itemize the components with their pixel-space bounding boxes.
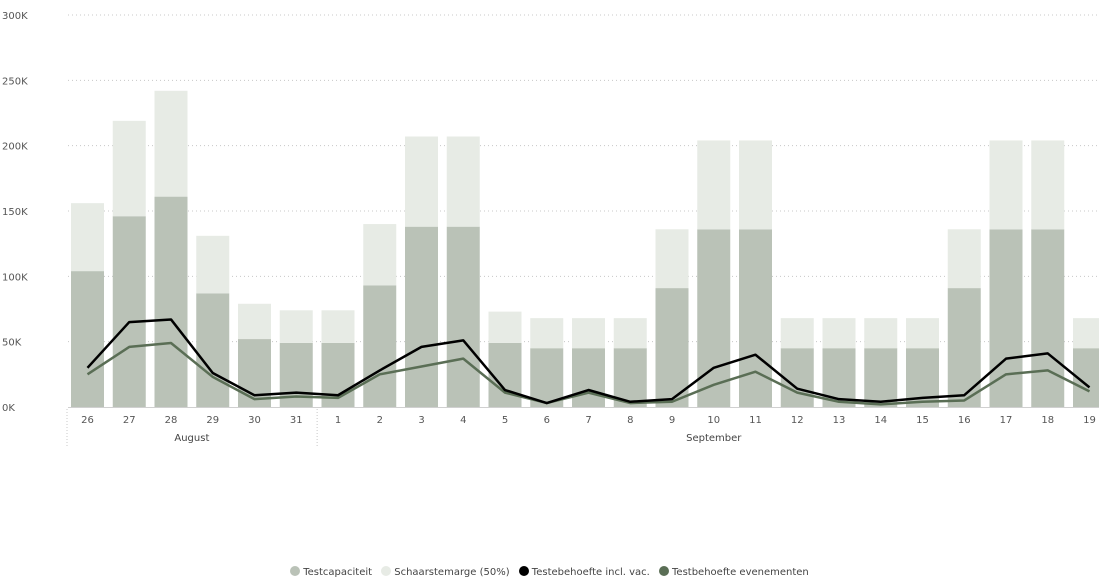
x-tick-label: 14 [874,415,887,426]
legend-label-testcapaciteit: Testcapaciteit [303,567,373,578]
bar-testcapaciteit[interactable] [739,229,772,407]
month-label: September [686,433,742,444]
bar-schaarstemarge[interactable] [446,136,480,227]
legend-label-schaarstemarge: Schaarstemarge (50%) [394,567,510,578]
bar-schaarstemarge[interactable] [71,203,104,272]
bar-testcapaciteit[interactable] [154,196,188,407]
bar-schaarstemarge[interactable] [112,120,146,217]
x-tick-label: 16 [958,415,971,426]
bar-testcapaciteit[interactable] [613,348,647,407]
x-tick-label: 29 [206,415,219,426]
x-tick-label: 31 [290,415,303,426]
x-tick-label: 27 [123,415,136,426]
series-lines [86,318,1091,406]
x-tick-label: 13 [833,415,846,426]
bar-testcapaciteit[interactable] [446,226,480,407]
x-tick-label: 11 [749,415,762,426]
legend-label-testebehoefte: Testebehoefte incl. vac. [531,567,650,578]
line-testebehoefte[interactable] [86,318,1091,405]
bar-schaarstemarge[interactable] [530,318,564,349]
x-tick-label: 6 [544,415,550,426]
x-tick-label: 28 [165,415,178,426]
x-tick-label: 7 [585,415,591,426]
x-tick-label: 26 [81,415,94,426]
x-tick-label: 10 [707,415,720,426]
x-tick-label: 5 [502,415,508,426]
bar-testcapaciteit[interactable] [530,348,564,407]
legend-item-evenementen[interactable]: Testbehoefte evenementen [659,566,809,578]
bar-schaarstemarge[interactable] [405,136,438,227]
y-tick-label: 250K [2,76,28,87]
bar-schaarstemarge[interactable] [1073,318,1099,349]
bar-testcapaciteit[interactable] [405,226,438,407]
bar-schaarstemarge[interactable] [906,318,939,349]
bar-testcapaciteit[interactable] [989,229,1023,407]
bar-schaarstemarge[interactable] [196,235,230,294]
y-tick-label: 300K [2,11,28,22]
bar-schaarstemarge[interactable] [363,224,397,286]
x-tick-label: 9 [669,415,675,426]
x-tick-label: 17 [1000,415,1013,426]
x-axis: 26 27 28 29 30 31 1 2 3 4 5 6 7 8 9 10 11 12 13 14 15 16 17 18 1… [66,407,1099,448]
x-tick-label: 30 [248,415,261,426]
legend-marker-testcapaciteit [290,566,301,576]
y-tick-label: 0K [2,403,15,414]
bar-schaarstemarge[interactable] [154,90,188,197]
bar-testcapaciteit[interactable] [363,285,397,407]
bars [71,90,1099,407]
y-tick-label: 50K [2,338,22,349]
y-tick-label: 200K [2,142,28,153]
bar-schaarstemarge[interactable] [822,318,856,349]
line-evenementen[interactable] [86,341,1091,406]
legend-item-schaarstemarge[interactable]: Schaarstemarge (50%) [381,566,510,578]
bar-schaarstemarge[interactable] [989,140,1023,230]
bar-schaarstemarge[interactable] [488,311,522,343]
x-tick-label: 8 [627,415,633,426]
y-axis: 0K 50K 100K 150K 200K 250K 300K [2,11,28,414]
bar-schaarstemarge[interactable] [572,318,605,349]
bar-schaarstemarge[interactable] [780,318,814,349]
bar-testcapaciteit[interactable] [572,348,605,407]
legend-item-testcapaciteit[interactable]: Testcapaciteit [290,566,372,578]
x-tick-label: 1 [335,415,341,426]
bar-schaarstemarge[interactable] [613,318,647,349]
bar-schaarstemarge[interactable] [655,229,689,289]
bar-testcapaciteit[interactable] [112,216,146,407]
bar-testcapaciteit[interactable] [71,271,104,407]
bar-schaarstemarge[interactable] [321,310,355,343]
legend-marker-testebehoefte [518,566,529,576]
bar-schaarstemarge[interactable] [238,303,271,340]
y-tick-label: 150K [2,207,28,218]
x-tick-label: 3 [418,415,424,426]
bar-schaarstemarge[interactable] [279,310,313,343]
bar-testcapaciteit[interactable] [1031,229,1065,407]
bar-testcapaciteit[interactable] [238,339,271,407]
x-tick-label: 15 [916,415,929,426]
bar-schaarstemarge[interactable] [864,318,898,349]
legend-item-testebehoefte[interactable]: Testebehoefte incl. vac. [518,566,650,578]
bar-schaarstemarge[interactable] [947,229,981,289]
x-tick-label: 12 [791,415,804,426]
bar-testcapaciteit[interactable] [947,288,981,407]
x-tick-label: 19 [1083,415,1096,426]
legend: Testcapaciteit Schaarstemarge (50%) Test… [0,566,1099,578]
legend-label-evenementen: Testbehoefte evenementen [672,567,809,578]
legend-marker-schaarstemarge [381,566,392,576]
bar-testcapaciteit[interactable] [196,293,230,407]
x-tick-label: 4 [460,415,466,426]
bar-schaarstemarge[interactable] [1031,140,1065,230]
x-tick-label: 18 [1041,415,1054,426]
bar-testcapaciteit[interactable] [864,348,898,407]
bar-testcapaciteit[interactable] [655,288,689,407]
y-tick-label: 100K [2,272,28,283]
month-label: August [174,433,209,444]
x-tick-label: 2 [377,415,383,426]
legend-marker-evenementen [659,566,670,576]
bar-schaarstemarge[interactable] [697,140,731,230]
bar-schaarstemarge[interactable] [739,140,772,230]
bar-testcapaciteit[interactable] [780,348,814,407]
